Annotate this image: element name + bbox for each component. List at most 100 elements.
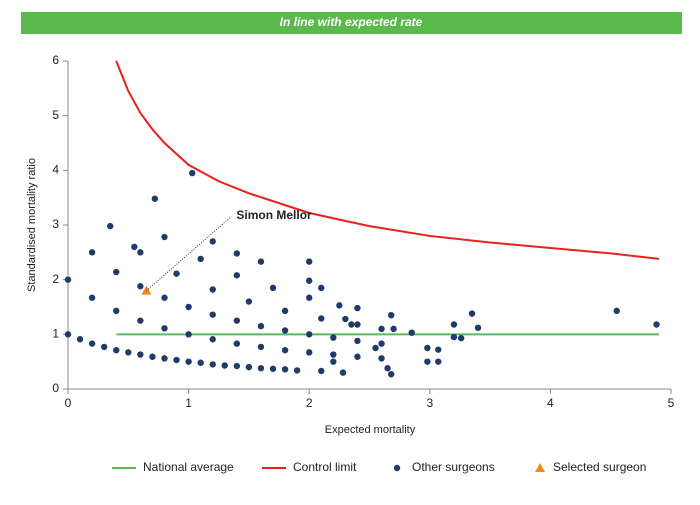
- x-tick-label: 2: [306, 396, 313, 410]
- point: [209, 238, 216, 245]
- title-banner: [21, 12, 682, 34]
- point: [209, 336, 216, 343]
- legend-label: Control limit: [293, 460, 357, 474]
- point: [388, 312, 395, 319]
- point: [137, 351, 144, 358]
- point: [245, 363, 253, 371]
- y-tick-label: 1: [52, 327, 59, 341]
- point: [64, 331, 72, 338]
- point: [64, 276, 72, 283]
- point: [76, 336, 84, 343]
- x-axis-label: Expected mortality: [325, 424, 416, 436]
- point: [390, 325, 397, 333]
- point: [378, 340, 385, 347]
- point: [354, 337, 361, 345]
- point: [354, 304, 361, 312]
- point: [131, 243, 138, 251]
- point: [100, 343, 108, 351]
- y-tick-label: 6: [52, 53, 59, 67]
- point: [318, 315, 325, 322]
- point: [330, 351, 337, 358]
- point: [107, 222, 114, 230]
- point: [161, 325, 168, 332]
- point: [151, 195, 159, 202]
- point: [257, 343, 265, 351]
- point: [88, 294, 96, 301]
- x-tick-label: 3: [426, 396, 433, 410]
- point: [137, 249, 144, 256]
- point: [354, 321, 361, 328]
- point: [408, 329, 415, 336]
- x-tick-label: 1: [185, 396, 192, 410]
- point: [348, 321, 355, 328]
- point: [197, 359, 204, 366]
- y-axis-label: Standardised mortality ratio: [26, 158, 38, 292]
- point: [450, 333, 458, 341]
- point: [88, 249, 96, 256]
- point: [113, 346, 120, 354]
- point: [137, 317, 144, 324]
- legend-swatch: [535, 463, 545, 472]
- point: [88, 340, 96, 347]
- point: [306, 349, 313, 356]
- point: [233, 362, 241, 370]
- annotation-leader: [146, 216, 232, 291]
- point: [269, 284, 277, 292]
- point: [161, 355, 168, 362]
- point: [450, 321, 458, 328]
- x-tick-label: 5: [668, 396, 675, 410]
- point: [330, 334, 337, 341]
- point: [245, 298, 253, 305]
- point: [474, 324, 482, 331]
- point: [185, 331, 192, 338]
- point: [281, 366, 289, 373]
- point: [161, 233, 168, 241]
- y-tick-label: 0: [52, 381, 59, 395]
- point: [318, 367, 325, 375]
- legend-label: Selected surgeon: [553, 460, 646, 474]
- point: [336, 302, 343, 309]
- point: [281, 327, 289, 334]
- point: [468, 310, 476, 317]
- point: [233, 340, 241, 347]
- point: [435, 346, 442, 353]
- point: [339, 369, 347, 376]
- point: [613, 307, 620, 315]
- point: [209, 311, 216, 318]
- y-tick-label: 3: [52, 217, 59, 231]
- point: [378, 325, 385, 333]
- point: [388, 371, 395, 378]
- point: [233, 272, 241, 279]
- point: [173, 270, 180, 277]
- point: [137, 283, 144, 290]
- point: [306, 331, 313, 338]
- point: [269, 365, 277, 372]
- legend-label: Other surgeons: [412, 460, 495, 474]
- point: [424, 344, 431, 352]
- series-line: [115, 60, 660, 260]
- legend-label: National average: [143, 460, 234, 474]
- point: [185, 303, 192, 311]
- point: [209, 286, 216, 293]
- point: [189, 169, 196, 177]
- y-tick-label: 4: [52, 163, 59, 177]
- point: [233, 250, 241, 257]
- point: [293, 367, 301, 374]
- annotation: Simon Mellor: [236, 208, 312, 222]
- point: [209, 361, 216, 368]
- point: [281, 346, 289, 354]
- y-tick-label: 5: [52, 108, 59, 122]
- point: [161, 294, 168, 301]
- point: [113, 307, 120, 315]
- point: [653, 321, 660, 328]
- point: [384, 365, 391, 372]
- point: [221, 362, 228, 369]
- point: [149, 353, 156, 360]
- point: [257, 322, 265, 330]
- point: [306, 258, 313, 265]
- point: [306, 294, 313, 301]
- point: [330, 358, 337, 365]
- chart-title: In line with expected rate: [280, 15, 423, 29]
- x-tick-label: 4: [547, 396, 554, 410]
